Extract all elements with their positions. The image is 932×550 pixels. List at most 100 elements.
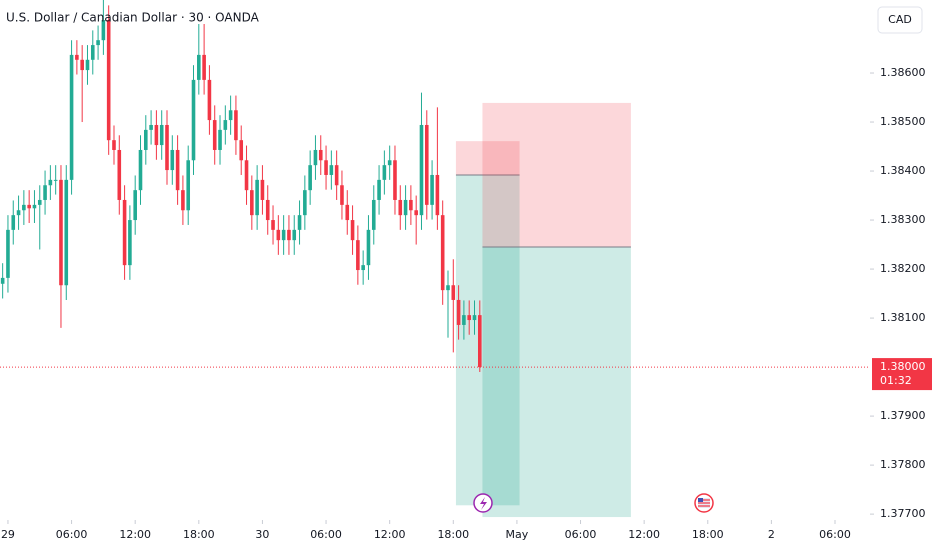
candle-body xyxy=(477,315,482,368)
candle-body xyxy=(69,54,74,180)
currency-label: CAD xyxy=(888,13,912,26)
candle-body xyxy=(48,179,53,186)
candle-body xyxy=(446,285,450,291)
candle-body xyxy=(106,20,111,141)
candle-body xyxy=(255,179,259,216)
y-tick-label: 1.37700 xyxy=(880,507,926,520)
candle-body xyxy=(435,174,440,216)
target-zone xyxy=(455,174,520,506)
candle-body xyxy=(334,165,339,186)
y-tick-label: 1.38200 xyxy=(880,262,926,275)
x-tick-label: 12:00 xyxy=(628,528,660,541)
candle-body xyxy=(6,229,10,278)
candle-body xyxy=(456,299,461,325)
event-icon-lightning[interactable] xyxy=(473,493,493,513)
candle-body xyxy=(64,179,69,286)
candle-body xyxy=(32,204,37,209)
event-icon-us-flag[interactable] xyxy=(694,493,714,513)
candle-body xyxy=(239,140,244,161)
candle-body xyxy=(361,265,365,271)
candle-body xyxy=(340,185,344,205)
candle-body xyxy=(218,129,222,150)
candle-body xyxy=(197,54,201,80)
candle-body xyxy=(207,79,212,121)
candle-body xyxy=(175,149,180,191)
candle-body xyxy=(170,149,175,171)
candle-body xyxy=(472,315,477,321)
candle-body xyxy=(462,315,466,325)
y-tick-label: 1.38500 xyxy=(880,115,926,128)
candle-body xyxy=(345,204,350,221)
candle-body xyxy=(371,199,376,230)
y-tick-label: 1.38300 xyxy=(880,213,926,226)
candle-body xyxy=(186,160,191,211)
currency-button[interactable] xyxy=(877,6,923,34)
plot-layer xyxy=(0,0,874,524)
candle-body xyxy=(393,160,397,200)
y-tick-label: 1.37900 xyxy=(880,409,926,422)
candle-body xyxy=(303,190,307,216)
candle-body xyxy=(138,149,143,191)
candle-body xyxy=(403,199,408,216)
x-tick-label: 06:00 xyxy=(565,528,597,541)
last-price-label: 1.38000 xyxy=(880,360,926,373)
candle-body xyxy=(0,277,5,284)
candle-body xyxy=(281,229,286,241)
candle-body xyxy=(424,124,429,205)
x-tick-label: 06:00 xyxy=(56,528,88,541)
candle-body xyxy=(80,59,84,71)
candle-body xyxy=(90,45,95,60)
candle-body xyxy=(149,124,153,130)
candle-body xyxy=(329,165,334,175)
x-tick-label: 18:00 xyxy=(437,528,469,541)
stop-zone xyxy=(455,141,520,175)
y-tick-label: 1.38400 xyxy=(880,164,926,177)
candle-body xyxy=(59,179,63,286)
candle-body xyxy=(318,149,323,161)
candle-body xyxy=(22,204,26,211)
candle-body xyxy=(324,160,328,175)
candle-body xyxy=(292,229,297,241)
x-tick-label: 12:00 xyxy=(119,528,151,541)
candle-body xyxy=(377,179,381,200)
x-tick-label: 30 xyxy=(255,528,269,541)
candle-body xyxy=(265,199,270,221)
candle-body xyxy=(75,54,79,60)
x-tick-label: 06:00 xyxy=(310,528,342,541)
candle-body xyxy=(154,124,159,146)
candle-body xyxy=(191,79,196,161)
candle-body xyxy=(181,190,185,211)
candle-body xyxy=(356,240,360,271)
candle-body xyxy=(143,129,148,150)
candle-body xyxy=(297,215,302,230)
candle-body xyxy=(308,165,312,191)
candle-body xyxy=(159,124,164,146)
candle-body xyxy=(43,185,47,200)
candle-body xyxy=(228,110,233,121)
candle-body xyxy=(96,40,100,46)
candle-body xyxy=(112,140,116,150)
y-tick-label: 1.38600 xyxy=(880,66,926,79)
candle-body xyxy=(16,210,21,216)
candle-body xyxy=(11,215,16,230)
candle-body xyxy=(276,229,281,241)
candle-body xyxy=(398,199,403,216)
candle-body xyxy=(202,54,206,80)
candle-body xyxy=(117,149,122,200)
candle-body xyxy=(387,160,392,166)
candle-body xyxy=(419,124,424,216)
candle-body xyxy=(260,179,265,200)
x-tick-label: May xyxy=(506,528,529,541)
candle-body xyxy=(165,124,169,171)
candle-body xyxy=(27,204,31,209)
candle-body xyxy=(451,285,456,300)
candle-body xyxy=(85,59,90,71)
candle-body xyxy=(467,315,471,321)
y-tick-label: 1.37800 xyxy=(880,458,926,471)
chart-title: U.S. Dollar / Canadian Dollar · 30 · OAN… xyxy=(6,11,260,25)
candle-body xyxy=(244,160,249,191)
x-tick-label: 2 xyxy=(768,528,775,541)
candle-body xyxy=(271,220,275,230)
countdown-label: 01:32 xyxy=(880,374,912,387)
